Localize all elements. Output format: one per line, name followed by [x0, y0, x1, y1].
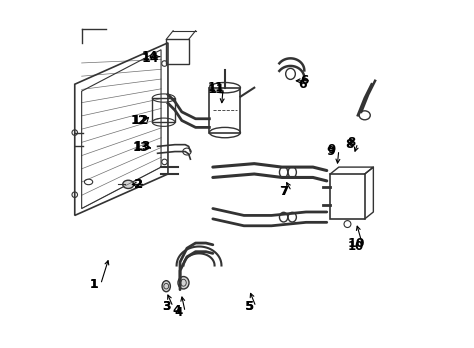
Text: 3: 3 [162, 300, 171, 314]
Text: 10: 10 [347, 237, 365, 250]
Text: 6: 6 [300, 74, 309, 87]
Polygon shape [82, 50, 161, 208]
Text: 4: 4 [172, 304, 181, 317]
Text: 9: 9 [328, 143, 336, 156]
Text: 11: 11 [208, 83, 225, 96]
Ellipse shape [162, 281, 170, 292]
Text: 11: 11 [208, 81, 224, 94]
Text: 2: 2 [135, 178, 143, 191]
Text: 8: 8 [345, 138, 354, 151]
Text: 6: 6 [298, 78, 307, 91]
Text: 12: 12 [130, 114, 147, 127]
Text: 5: 5 [245, 300, 254, 314]
Text: 14: 14 [142, 50, 158, 63]
Text: 9: 9 [326, 145, 335, 158]
Text: 13: 13 [133, 140, 151, 153]
Ellipse shape [123, 180, 134, 189]
Bar [153, 98, 175, 122]
Polygon shape [75, 43, 168, 215]
Bar [330, 174, 365, 219]
Text: 2: 2 [134, 178, 143, 191]
Text: 7: 7 [279, 185, 288, 198]
Text: 14: 14 [142, 52, 159, 65]
Text: 8: 8 [347, 136, 355, 149]
Text: 1: 1 [90, 278, 98, 291]
Bar [210, 88, 240, 133]
Text: 3: 3 [162, 300, 170, 314]
Text: 4: 4 [174, 306, 182, 318]
Text: 12: 12 [132, 114, 149, 127]
Text: 5: 5 [245, 300, 253, 314]
Ellipse shape [178, 277, 189, 289]
Text: 10: 10 [348, 240, 364, 253]
Bar [166, 39, 189, 64]
Text: 1: 1 [90, 278, 98, 291]
Text: 7: 7 [281, 185, 289, 198]
Text: 13: 13 [132, 141, 148, 153]
